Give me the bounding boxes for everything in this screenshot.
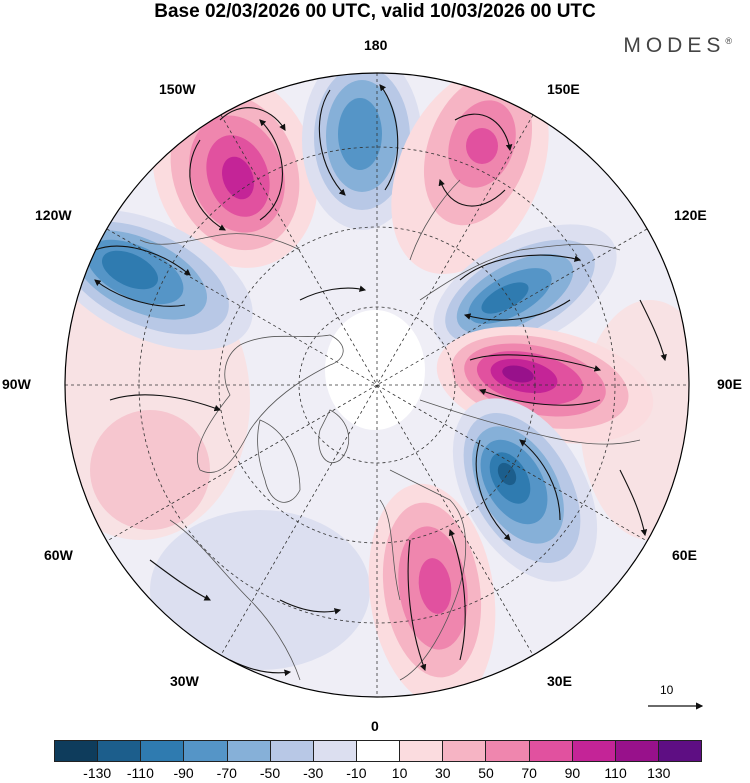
- lon-label-150e: 150E: [547, 81, 580, 97]
- lon-label-90w: 90W: [2, 376, 31, 392]
- colorbar: [54, 740, 702, 762]
- brand-name: MODES: [623, 34, 726, 57]
- lon-label-150w: 150W: [159, 81, 196, 97]
- lon-label-120e: 120E: [674, 207, 707, 223]
- colorbar-tick-label: -130: [83, 765, 112, 781]
- colorbar-segment: [270, 741, 314, 761]
- colorbar-tick-label: 70: [521, 765, 537, 781]
- anomaly-negative-120e: [433, 224, 617, 356]
- pole-neutral: [325, 310, 425, 430]
- anomaly-field: [65, 73, 689, 697]
- lon-label-60w: 60W: [44, 547, 73, 563]
- colorbar-segment: [141, 741, 185, 761]
- anomaly-positive-150e: [391, 73, 549, 274]
- colorbar-tick-label: -30: [303, 765, 324, 781]
- brand-logo: MODES®: [623, 34, 732, 58]
- lon-label-30w: 30W: [170, 673, 199, 689]
- colorbar-segment: [615, 741, 659, 761]
- colorbar-tick-label: 50: [478, 765, 494, 781]
- colorbar-tick-label: -110: [126, 765, 154, 781]
- weak-negative-atlantic: [150, 510, 370, 670]
- colorbar-segment: [313, 741, 357, 761]
- colorbar-segment: [529, 741, 573, 761]
- colorbar-tick-label: -10: [346, 765, 367, 781]
- colorbar-tick-label: 90: [564, 765, 581, 781]
- colorbar-tick-label: 30: [435, 765, 451, 781]
- colorbar-tick-label: 10: [391, 765, 408, 781]
- wind-vectors: [94, 84, 667, 677]
- map-boundary: [64, 72, 690, 698]
- anomaly-negative-60e: [452, 398, 598, 582]
- lon-label-0: 0: [371, 718, 379, 734]
- colorbar-segment: [658, 741, 702, 761]
- colorbar-segment: [356, 741, 401, 761]
- lon-label-30e: 30E: [547, 673, 572, 689]
- lon-label-60e: 60E: [672, 547, 697, 563]
- colorbar-segment: [55, 741, 99, 761]
- anomaly-positive-30e: [368, 483, 496, 697]
- colorbar-segment: [486, 741, 530, 761]
- colorbar-segment: [98, 741, 142, 761]
- registered-mark: ®: [725, 36, 732, 46]
- colorbar-tick-label: -70: [216, 765, 237, 781]
- colorbar-tick-label: -90: [173, 765, 194, 781]
- colorbar-segment: [227, 741, 271, 761]
- positive-hudson: [90, 410, 210, 530]
- colorbar-segment: [572, 741, 616, 761]
- lon-label-180: 180: [364, 37, 388, 53]
- coastlines: [139, 179, 641, 681]
- colorbar-tick-label: 110: [604, 765, 627, 781]
- reference-vector-label: 10: [660, 683, 674, 697]
- anomaly-positive-150w: [152, 73, 318, 268]
- anomaly-negative-180: [302, 73, 422, 230]
- lon-label-90e: 90E: [717, 376, 742, 392]
- colorbar-segment: [443, 741, 487, 761]
- colorbar-segment: [184, 741, 228, 761]
- colorbar-tick-label: -50: [259, 765, 281, 781]
- colorbar-segment: [400, 741, 444, 761]
- map-title: Base 02/03/2026 00 UTC, valid 10/03/2026…: [154, 1, 596, 22]
- lon-label-120w: 120W: [35, 207, 72, 223]
- colorbar-tick-label: 130: [647, 765, 671, 781]
